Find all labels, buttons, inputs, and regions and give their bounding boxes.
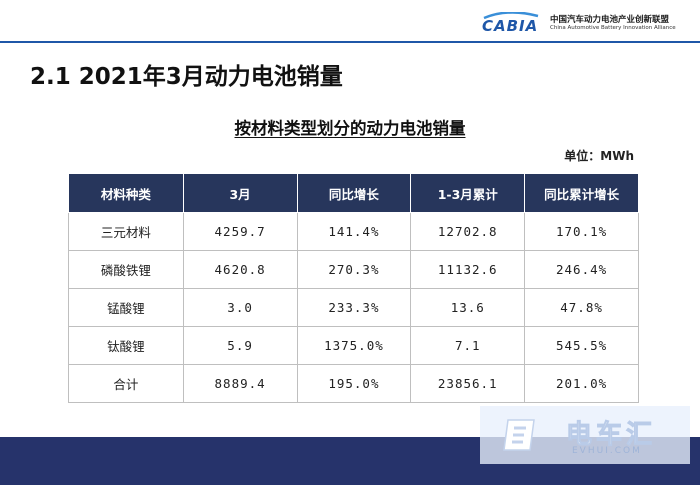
table-cell: 5.9: [182, 326, 298, 365]
table-cell: 246.4%: [524, 250, 639, 289]
table-cell: 201.0%: [524, 364, 639, 403]
column-header: 材料种类: [68, 173, 184, 213]
column-header: 3月: [182, 173, 298, 213]
table-cell: 545.5%: [524, 326, 639, 365]
column-header: 1-3月累计: [410, 173, 526, 213]
table-cell: 4259.7: [182, 212, 298, 251]
evhui-watermark: 电车汇 EVHUI.COM: [480, 406, 690, 464]
evhui-logo-icon: [503, 419, 535, 451]
table-cell: 270.3%: [296, 250, 412, 289]
table-cell: 47.8%: [524, 288, 639, 327]
cabia-swoosh-icon: [483, 12, 539, 20]
table-row: 三元材料 4259.7 141.4% 12702.8 170.1%: [68, 212, 639, 251]
table-cell: 11132.6: [410, 250, 526, 289]
table-total-row: 合计 8889.4 195.0% 23856.1 201.0%: [68, 364, 639, 403]
unit-label: 单位：MWh: [564, 149, 634, 163]
table-cell: 1375.0%: [296, 326, 412, 365]
slide-title: 2.1 2021年3月动力电池销量: [30, 64, 343, 90]
cabia-logo: CABIA 中国汽车动力电池产业创新联盟 China Automotive Ba…: [478, 10, 693, 38]
table-cell: 170.1%: [524, 212, 639, 251]
table-cell: 4620.8: [182, 250, 298, 289]
header-divider: [0, 41, 700, 43]
logo-wordmark: CABIA: [482, 17, 539, 35]
table-header-row: 材料种类 3月 同比增长 1-3月累计 同比累计增长: [68, 173, 639, 213]
table-cell: 23856.1: [410, 364, 526, 403]
table-cell: 7.1: [410, 326, 526, 365]
material-cell: 三元材料: [68, 212, 184, 251]
sales-table: 材料种类 3月 同比增长 1-3月累计 同比累计增长 三元材料 4259.7 1…: [68, 173, 639, 403]
org-name-cn: 中国汽车动力电池产业创新联盟: [550, 15, 670, 25]
material-cell: 磷酸铁锂: [68, 250, 184, 289]
table-row: 锰酸锂 3.0 233.3% 13.6 47.8%: [68, 288, 639, 327]
table-row: 磷酸铁锂 4620.8 270.3% 11132.6 246.4%: [68, 250, 639, 289]
table-cell: 195.0%: [296, 364, 412, 403]
watermark-domain: EVHUI.COM: [572, 446, 642, 456]
org-name-en: China Automotive Battery Innovation Alli…: [550, 25, 676, 31]
material-cell: 合计: [68, 364, 184, 403]
table-row: 钛酸锂 5.9 1375.0% 7.1 545.5%: [68, 326, 639, 365]
watermark-name: 电车汇: [565, 420, 657, 451]
table-cell: 12702.8: [410, 212, 526, 251]
column-header: 同比增长: [296, 173, 412, 213]
material-cell: 锰酸锂: [68, 288, 184, 327]
table-title: 按材料类型划分的动力电池销量: [234, 119, 466, 138]
table-cell: 233.3%: [296, 288, 412, 327]
material-cell: 钛酸锂: [68, 326, 184, 365]
table-cell: 8889.4: [182, 364, 298, 403]
table-cell: 13.6: [410, 288, 526, 327]
table-cell: 3.0: [182, 288, 298, 327]
table-cell: 141.4%: [296, 212, 412, 251]
column-header: 同比累计增长: [524, 173, 639, 213]
